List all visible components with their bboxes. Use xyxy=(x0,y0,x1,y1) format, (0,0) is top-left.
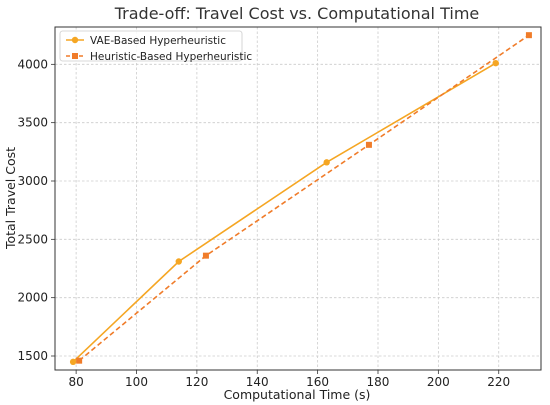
legend-marker xyxy=(72,53,78,59)
x-tick-label: 80 xyxy=(68,375,83,389)
legend: VAE-Based Hyperheuristic Heuristic-Based … xyxy=(59,30,252,63)
legend-box xyxy=(59,30,243,62)
axis-ticks: 80 100 120 140 160 180 200 220 1500 2000 2500 3000 3… xyxy=(17,57,510,389)
series-line xyxy=(78,34,530,362)
legend-label: VAE-Based Hyperheuristic xyxy=(90,35,226,47)
data-point xyxy=(525,32,532,39)
x-tick-label: 160 xyxy=(306,375,329,389)
y-tick-label: 3500 xyxy=(17,116,48,130)
data-point xyxy=(323,159,330,166)
x-tick-label: 120 xyxy=(185,375,208,389)
data-point xyxy=(492,59,499,67)
legend-entry: Heuristic-Based Hyperheuristic xyxy=(66,51,252,63)
series-1 xyxy=(69,59,499,366)
y-tick-label: 3000 xyxy=(17,174,48,188)
x-tick-label: 220 xyxy=(487,375,510,389)
x-tick-label: 180 xyxy=(367,375,390,389)
y-tick-label: 2500 xyxy=(17,232,48,246)
series-layer xyxy=(69,32,532,366)
plot-frame xyxy=(54,26,542,371)
x-tick-label: 200 xyxy=(427,375,450,389)
chart-title: Trade-off: Travel Cost vs. Computational… xyxy=(114,4,480,23)
series-2 xyxy=(76,32,532,364)
data-point xyxy=(365,141,372,148)
x-tick-label: 140 xyxy=(246,375,269,389)
y-tick-label: 2000 xyxy=(17,291,48,305)
y-tick-label: 4000 xyxy=(17,57,48,71)
legend-marker xyxy=(71,36,79,44)
x-axis-label: Computational Time (s) xyxy=(224,387,371,402)
data-point xyxy=(76,357,83,364)
data-point xyxy=(202,252,209,259)
x-tick-label: 100 xyxy=(125,375,148,389)
legend-entry: VAE-Based Hyperheuristic xyxy=(66,35,226,47)
series-line xyxy=(72,62,497,363)
data-point xyxy=(69,358,77,366)
legend-label: Heuristic-Based Hyperheuristic xyxy=(90,51,252,63)
y-tick-label: 1500 xyxy=(17,349,48,363)
data-point xyxy=(175,258,182,265)
y-axis-label: Total Travel Cost xyxy=(3,147,18,250)
